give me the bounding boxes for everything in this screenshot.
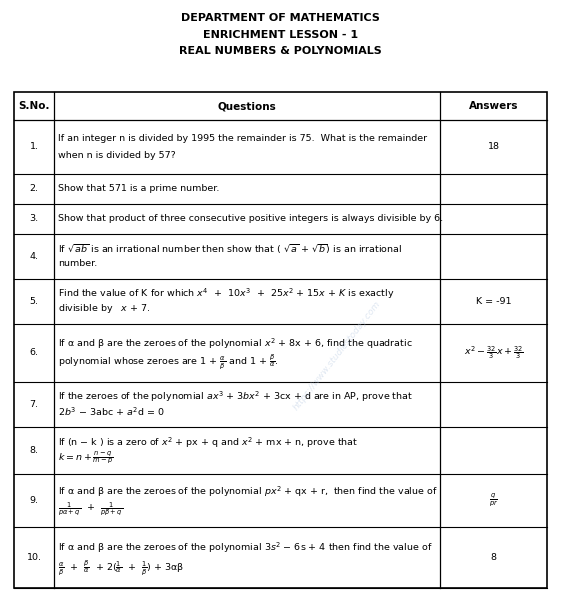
Text: 9.: 9. <box>30 496 39 505</box>
Text: 7.: 7. <box>30 400 39 409</box>
Text: If α and β are the zeroes of the polynomial $x^2$ + 8x + 6, find the quadratic: If α and β are the zeroes of the polynom… <box>58 336 412 351</box>
Text: when n is divided by 57?: when n is divided by 57? <box>58 151 176 160</box>
Text: Answers: Answers <box>469 101 518 111</box>
Text: $x^2 - \frac{32}{3}x + \frac{32}{3}$: $x^2 - \frac{32}{3}x + \frac{32}{3}$ <box>464 345 523 361</box>
Text: $2b^3$ − 3abc + $a^2$d = 0: $2b^3$ − 3abc + $a^2$d = 0 <box>58 405 164 417</box>
Text: divisible by   $x$ + 7.: divisible by $x$ + 7. <box>58 302 150 315</box>
Text: If (n − k ) is a zero of $x^2$ + px + q and $x^2$ + mx + n, prove that: If (n − k ) is a zero of $x^2$ + px + q … <box>58 435 358 450</box>
Text: 1.: 1. <box>30 142 39 151</box>
Text: number.: number. <box>58 259 97 268</box>
Text: If α and β are the zeroes of the polynomial $3s^2$ − 6s + 4 then find the value : If α and β are the zeroes of the polynom… <box>58 540 433 555</box>
Text: 4.: 4. <box>30 252 39 261</box>
Text: $\frac{1}{p\alpha+q}$  +  $\frac{1}{p\beta+q}$: $\frac{1}{p\alpha+q}$ + $\frac{1}{p\beta… <box>58 500 123 518</box>
Text: 8: 8 <box>491 553 496 562</box>
Text: If α and β are the zeroes of the polynomial $px^2$ + qx + r,  then find the valu: If α and β are the zeroes of the polynom… <box>58 484 438 499</box>
Text: If $\sqrt{ab}$ is an irrational number then show that ( $\sqrt{a}$ + $\sqrt{b}$): If $\sqrt{ab}$ is an irrational number t… <box>58 243 402 256</box>
Text: $k = n + \frac{n-q}{m-p}$: $k = n + \frac{n-q}{m-p}$ <box>58 449 114 466</box>
Text: If the zeroes of the polynomial $ax^3$ + $3bx^2$ + 3cx + d are in AP, prove that: If the zeroes of the polynomial $ax^3$ +… <box>58 390 413 404</box>
Text: Find the value of K for which $x^4$  +  $10x^3$  +  $25x^2$ + $15x$ + $K$ is exa: Find the value of K for which $x^4$ + $1… <box>58 287 394 301</box>
Text: If an integer n is divided by 1995 the remainder is 75.  What is the remainder: If an integer n is divided by 1995 the r… <box>58 134 427 143</box>
Text: DEPARTMENT OF MATHEMATICS: DEPARTMENT OF MATHEMATICS <box>181 13 380 23</box>
Text: polynomial whose zeroes are 1 + $\frac{\alpha}{\beta}$ and 1 + $\frac{\beta}{\al: polynomial whose zeroes are 1 + $\frac{\… <box>58 352 279 371</box>
Text: $\frac{q}{pr}$: $\frac{q}{pr}$ <box>489 492 498 509</box>
Text: ENRICHMENT LESSON - 1: ENRICHMENT LESSON - 1 <box>203 30 358 40</box>
Text: Show that 571 is a prime number.: Show that 571 is a prime number. <box>58 184 219 193</box>
Text: Show that product of three consecutive positive integers is always divisible by : Show that product of three consecutive p… <box>58 214 443 223</box>
Text: 6.: 6. <box>30 348 39 357</box>
Text: 5.: 5. <box>30 297 39 306</box>
Bar <box>14 92 547 588</box>
Text: Questions: Questions <box>218 101 277 111</box>
Text: K = -91: K = -91 <box>476 297 512 306</box>
Text: 8.: 8. <box>30 446 39 455</box>
Text: REAL NUMBERS & POLYNOMIALS: REAL NUMBERS & POLYNOMIALS <box>179 46 382 56</box>
Text: https://www.studiestoday.com: https://www.studiestoday.com <box>291 299 382 412</box>
Text: 3.: 3. <box>29 214 39 223</box>
Text: $\frac{\alpha}{\beta}$  +  $\frac{\beta}{\alpha}$  + 2($\frac{1}{\alpha}$  +  $\: $\frac{\alpha}{\beta}$ + $\frac{\beta}{\… <box>58 558 184 577</box>
Text: 10.: 10. <box>26 553 42 562</box>
Text: 18: 18 <box>488 142 500 151</box>
Text: S.No.: S.No. <box>19 101 50 111</box>
Text: 2.: 2. <box>30 184 39 193</box>
